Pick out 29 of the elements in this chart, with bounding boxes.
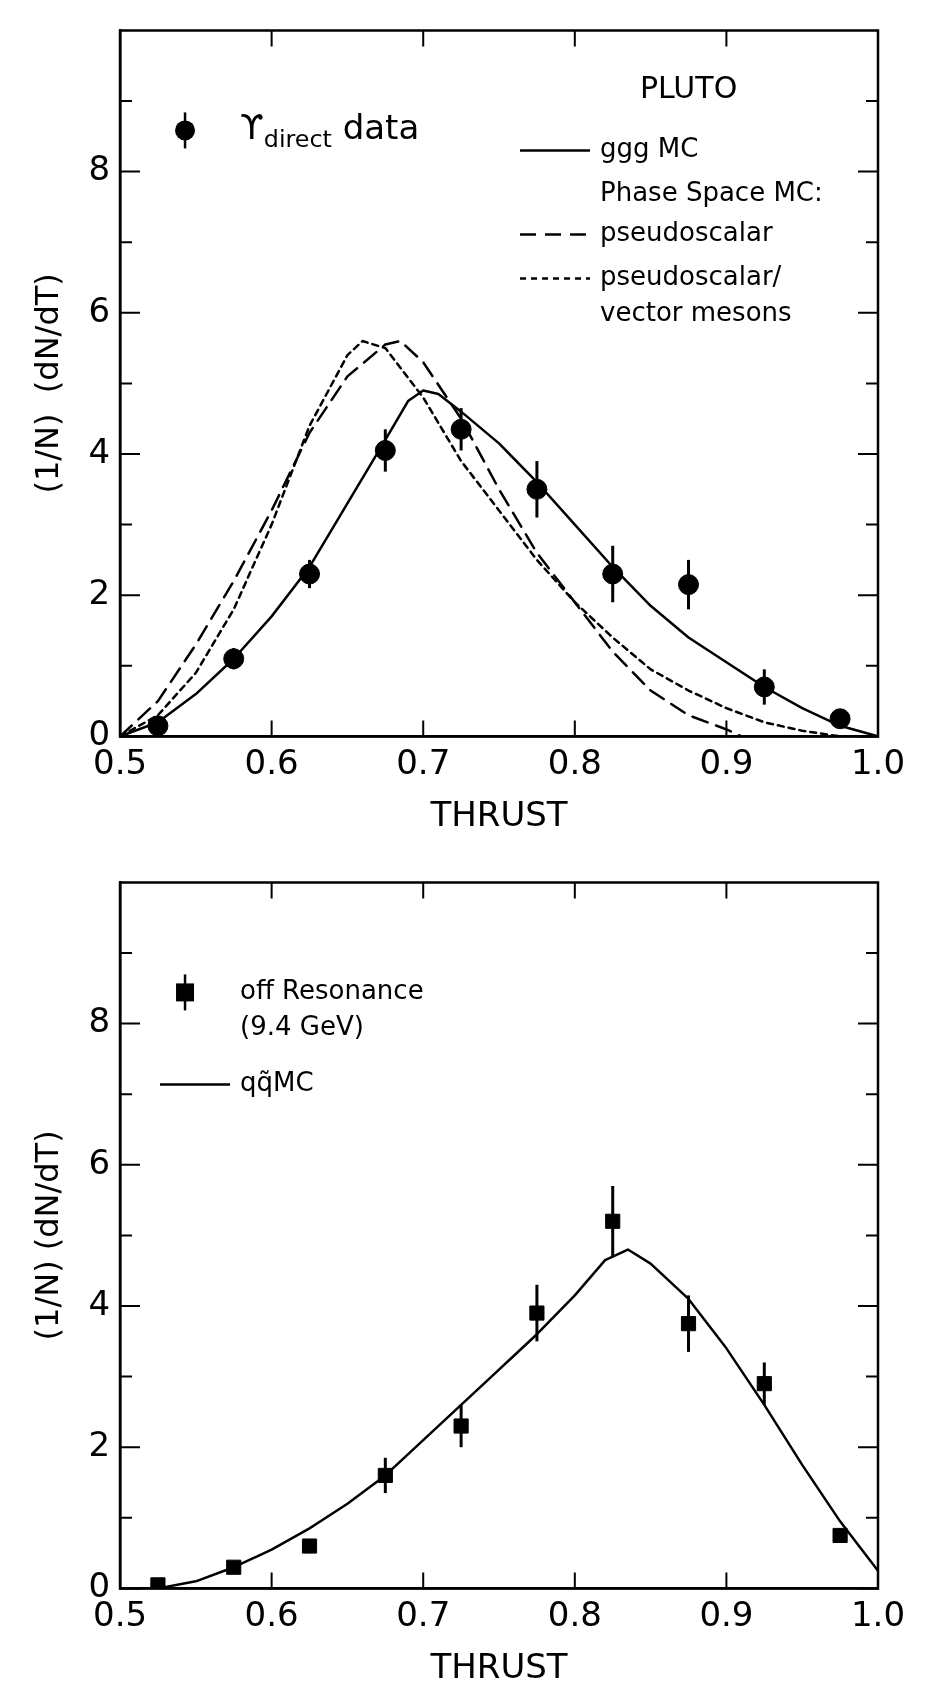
legend-label: off Resonance (9.4 GeV): [240, 975, 424, 1042]
x-tick-label: 1.0: [850, 741, 906, 782]
y-tick-label: 6: [88, 1141, 111, 1182]
x-tick-label: 0.6: [244, 1593, 299, 1634]
y-tick-label: 2: [88, 1424, 111, 1465]
annotation: Phase Space MC:: [600, 177, 823, 208]
x-tick-label: 0.7: [396, 741, 451, 782]
x-axis-title: THRUST: [429, 794, 568, 835]
x-tick-label: 1.0: [850, 1593, 906, 1634]
y-tick-label: 8: [88, 1000, 111, 1041]
x-tick-label: 0.8: [547, 741, 602, 782]
y-tick-label: 4: [88, 1282, 111, 1323]
legend-label: qq̃MC: [240, 1067, 314, 1098]
y-tick-label: 6: [88, 289, 111, 330]
legend-label: pseudoscalar: [600, 217, 773, 248]
legend-label: ggg MC: [600, 133, 699, 164]
y-axis-title: (1/N) (dN/dT): [27, 1130, 66, 1341]
x-tick-label: 0.7: [396, 1593, 451, 1634]
x-tick-label: 0.9: [699, 741, 754, 782]
x-axis-title: THRUST: [429, 1646, 568, 1687]
y-tick-label: 2: [88, 572, 111, 613]
annotation: PLUTO: [640, 70, 738, 106]
y-tick-label: 8: [88, 148, 111, 189]
y-axis-title: (1/N) (dN/dT): [27, 273, 66, 494]
x-tick-label: 0.9: [699, 1593, 754, 1634]
y-tick-label: 4: [88, 430, 111, 471]
x-tick-label: 0.6: [244, 741, 299, 782]
x-tick-label: 0.8: [547, 1593, 602, 1634]
legend-label: pseudoscalar/ vector mesons: [600, 261, 792, 328]
